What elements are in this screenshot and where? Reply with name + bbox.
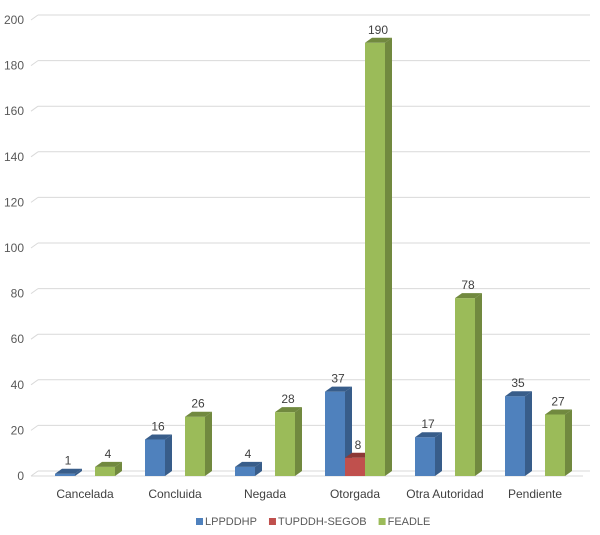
gridline-side (30, 379, 39, 386)
x-tick-label: Otra Autoridad (406, 487, 483, 501)
legend-swatch (268, 518, 276, 525)
x-tick-label: Pendiente (508, 487, 562, 501)
legend-label: FEADLE (388, 516, 431, 528)
bar-side (295, 407, 302, 476)
gridline-side (30, 242, 39, 249)
bar-feadle (365, 42, 385, 477)
bar-side (115, 461, 122, 476)
gridline-side (30, 333, 39, 340)
bar-tupddh-segob (345, 457, 365, 476)
bar-top (505, 391, 532, 397)
data-label: 190 (368, 23, 388, 37)
data-label: 37 (331, 372, 345, 386)
bar-top (365, 37, 392, 43)
data-label: 1 (65, 454, 72, 468)
bar-top (235, 461, 262, 467)
data-label: 4 (105, 447, 112, 461)
bar-feadle (275, 412, 295, 476)
y-tick-label: 100 (4, 241, 24, 255)
y-tick-label: 20 (11, 423, 25, 437)
bar-lppddhp (55, 473, 75, 476)
bar-feadle (455, 298, 475, 476)
y-tick-label: 60 (11, 332, 25, 346)
bar-top (145, 434, 172, 440)
bar-top (455, 293, 482, 299)
y-tick-label: 0 (17, 469, 24, 483)
bar-top (95, 461, 122, 467)
bar-lppddhp (505, 396, 525, 476)
legend-swatch (378, 518, 386, 525)
y-tick-label: 80 (11, 287, 25, 301)
x-tick-label: Concluida (148, 487, 202, 501)
data-label: 28 (281, 392, 295, 406)
legend-swatch (196, 518, 203, 525)
bar-side (205, 411, 212, 476)
bar-side (475, 293, 482, 476)
bar-lppddhp (145, 439, 165, 476)
y-tick-label: 40 (11, 378, 25, 392)
bar-side (525, 391, 532, 476)
bar-lppddhp (415, 437, 435, 476)
bar-side (165, 434, 172, 476)
bar-feadle (185, 416, 205, 476)
legend-label: LPPDDHP (205, 516, 257, 528)
bar-side (75, 468, 82, 476)
bar-top (275, 407, 302, 413)
data-label: 35 (511, 376, 525, 390)
bar-side (385, 37, 392, 477)
x-tick-label: Otorgada (330, 487, 380, 501)
data-label: 26 (191, 397, 205, 411)
bar-feadle (545, 414, 565, 476)
gridline-side (30, 196, 39, 203)
bar-side (255, 461, 262, 476)
x-tick-label: Negada (244, 487, 286, 501)
gridline-side (30, 60, 39, 67)
bar-lppddhp (325, 391, 345, 476)
bar-top (55, 468, 82, 474)
y-tick-label: 180 (4, 59, 24, 73)
data-label: 27 (551, 394, 565, 408)
bar-side (435, 432, 442, 476)
bar-top (415, 432, 442, 438)
y-tick-label: 160 (4, 104, 24, 118)
data-label: 78 (461, 278, 475, 292)
data-label: 16 (151, 420, 165, 434)
bar-side (345, 386, 352, 476)
gridline-side (30, 105, 39, 112)
data-label: 8 (355, 438, 362, 452)
gridline-side (30, 14, 39, 21)
legend-label: TUPDDH-SEGOB (278, 516, 367, 528)
bar-top (185, 411, 212, 417)
gridline-side (30, 424, 39, 431)
bar-feadle (95, 466, 115, 476)
bar-side (565, 409, 572, 476)
y-tick-label: 140 (4, 150, 24, 164)
y-tick-label: 120 (4, 195, 24, 209)
data-label: 17 (421, 417, 435, 431)
bar-lppddhp (235, 466, 255, 476)
gridline-side (30, 288, 39, 295)
bar-top (545, 409, 572, 415)
gridline-side (30, 470, 39, 477)
y-tick-label: 200 (4, 13, 24, 27)
x-tick-label: Cancelada (56, 487, 114, 501)
data-label: 4 (245, 447, 252, 461)
gridline-side (30, 151, 39, 158)
bar-top (325, 386, 352, 392)
